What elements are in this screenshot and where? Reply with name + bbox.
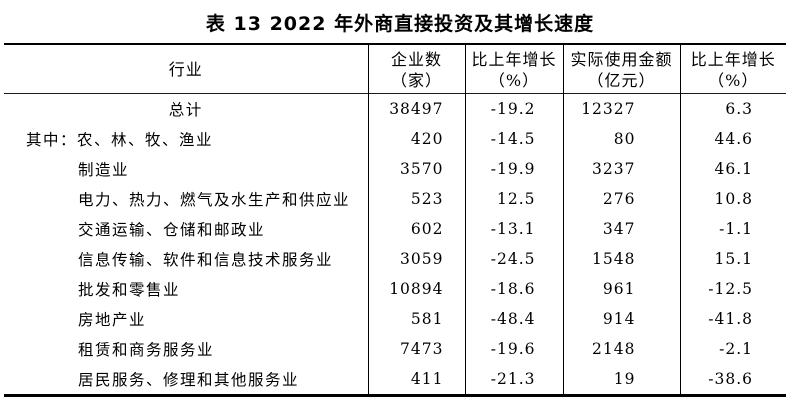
value-cell: 12.5	[464, 184, 563, 214]
column-label: 实际使用金额	[570, 49, 673, 69]
value-cell: -19.9	[464, 154, 563, 184]
value-cell: -14.5	[464, 124, 563, 154]
value-cell: 1548	[562, 244, 680, 274]
value-cell: -2.1	[679, 334, 786, 364]
column-header-enterprise-count: 企业数 （家）	[367, 44, 465, 94]
value-cell: -21.3	[464, 364, 563, 396]
fdi-table: 行业 企业数 （家） 比上年增长 （%） 实际使用金额 （亿元） 比上年增长 （…	[4, 43, 786, 397]
column-header-industry: 行业	[4, 44, 368, 94]
value-cell: -12.5	[679, 274, 786, 304]
industry-cell: 制造业	[78, 161, 130, 179]
value-cell: 12327	[562, 93, 680, 124]
industry-cell: 总计	[168, 101, 203, 119]
column-unit: （%）	[488, 70, 540, 90]
column-label: 企业数	[390, 49, 442, 69]
table-title: 表 13 2022 年外商直接投资及其增长速度	[205, 13, 595, 35]
table-header: 行业 企业数 （家） 比上年增长 （%） 实际使用金额 （亿元） 比上年增长 （…	[4, 44, 786, 94]
table-body: 总计 38497 -19.2 12327 6.3 其中：农、林、牧、渔业 420 -14.5 8…	[4, 93, 786, 396]
column-unit: （%）	[708, 70, 759, 90]
table-row: 交通运输、仓储和邮政业 602 -13.1 347 -1.1	[4, 214, 786, 244]
value-cell: 44.6	[679, 124, 786, 154]
value-cell: 38497	[367, 93, 465, 124]
value-cell: 420	[367, 124, 465, 154]
value-cell: 7473	[367, 334, 465, 364]
value-cell: 914	[562, 304, 680, 334]
value-cell: 2148	[562, 334, 680, 364]
table-row: 租赁和商务服务业 7473 -19.6 2148 -2.1	[4, 334, 786, 364]
value-cell: -1.1	[679, 214, 786, 244]
value-cell: 15.1	[679, 244, 786, 274]
industry-cell: 房地产业	[78, 311, 147, 329]
industry-cell: 租赁和商务服务业	[78, 341, 215, 359]
value-cell: 602	[367, 214, 465, 244]
table-row: 居民服务、修理和其他服务业 411 -21.3 19 -38.6	[4, 364, 786, 396]
table-row: 制造业 3570 -19.9 3237 46.1	[4, 154, 786, 184]
column-label: 比上年增长	[471, 49, 557, 69]
value-cell: -19.2	[464, 93, 563, 124]
value-cell: -48.4	[464, 304, 563, 334]
industry-cell: 电力、热力、燃气及水生产和供应业	[78, 191, 351, 209]
table-row: 电力、热力、燃气及水生产和供应业 523 12.5 276 10.8	[4, 184, 786, 214]
table-row: 总计 38497 -19.2 12327 6.3	[4, 93, 786, 124]
value-cell: 6.3	[679, 93, 786, 124]
column-header-count-growth: 比上年增长 （%）	[464, 44, 563, 94]
industry-cell: 其中：农、林、牧、渔业	[26, 131, 214, 149]
value-cell: -13.1	[464, 214, 563, 244]
value-cell: -19.6	[464, 334, 563, 364]
value-cell: -24.5	[464, 244, 563, 274]
table-row: 批发和零售业 10894 -18.6 961 -12.5	[4, 274, 786, 304]
value-cell: 3570	[367, 154, 465, 184]
table-row: 房地产业 581 -48.4 914 -41.8	[4, 304, 786, 334]
value-cell: 10.8	[679, 184, 786, 214]
column-header-amount-growth: 比上年增长 （%）	[679, 44, 786, 94]
value-cell: 19	[562, 364, 680, 396]
industry-cell: 居民服务、修理和其他服务业	[78, 371, 300, 389]
value-cell: 3059	[367, 244, 465, 274]
industry-cell: 交通运输、仓储和邮政业	[78, 221, 266, 239]
value-cell: 80	[562, 124, 680, 154]
column-unit: （亿元）	[587, 70, 656, 90]
industry-cell: 批发和零售业	[78, 281, 181, 299]
value-cell: 10894	[367, 274, 465, 304]
table-row: 信息传输、软件和信息技术服务业 3059 -24.5 1548 15.1	[4, 244, 786, 274]
value-cell: -38.6	[679, 364, 786, 396]
value-cell: 276	[562, 184, 680, 214]
value-cell: 3237	[562, 154, 680, 184]
value-cell: 961	[562, 274, 680, 304]
column-label: 比上年增长	[690, 49, 776, 69]
value-cell: 46.1	[679, 154, 786, 184]
value-cell: -41.8	[679, 304, 786, 334]
header-row: 行业 企业数 （家） 比上年增长 （%） 实际使用金额 （亿元） 比上年增长 （…	[4, 44, 786, 94]
column-label: 行业	[168, 60, 203, 79]
value-cell: 581	[367, 304, 465, 334]
column-unit: （家）	[390, 70, 442, 90]
value-cell: 523	[367, 184, 465, 214]
column-header-utilized-amount: 实际使用金额 （亿元）	[562, 44, 680, 94]
value-cell: -18.6	[464, 274, 563, 304]
industry-cell: 信息传输、软件和信息技术服务业	[78, 251, 334, 269]
value-cell: 411	[367, 364, 465, 396]
value-cell: 347	[562, 214, 680, 244]
table-row: 其中：农、林、牧、渔业 420 -14.5 80 44.6	[4, 124, 786, 154]
